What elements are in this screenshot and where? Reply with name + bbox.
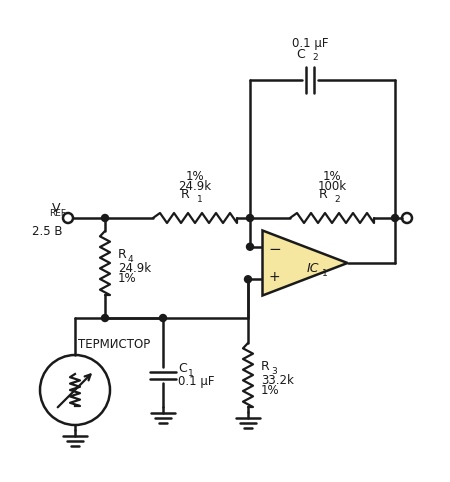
Text: 1: 1 bbox=[188, 369, 194, 377]
Text: 1%: 1% bbox=[118, 272, 137, 285]
Text: 1%: 1% bbox=[323, 170, 341, 183]
Text: R: R bbox=[118, 249, 127, 262]
Text: C: C bbox=[296, 48, 305, 61]
Circle shape bbox=[159, 314, 166, 321]
Circle shape bbox=[102, 214, 108, 222]
Text: 1%: 1% bbox=[186, 170, 204, 183]
Text: V: V bbox=[51, 202, 60, 215]
Text: +: + bbox=[269, 270, 280, 284]
Text: 100k: 100k bbox=[317, 179, 346, 192]
Text: 0.1 μF: 0.1 μF bbox=[178, 375, 215, 388]
Text: ТЕРМИСТОР: ТЕРМИСТОР bbox=[78, 338, 150, 351]
Text: 0.1 μF: 0.1 μF bbox=[292, 38, 328, 51]
Text: C: C bbox=[178, 362, 187, 375]
Text: 1%: 1% bbox=[261, 385, 279, 398]
Text: REF: REF bbox=[49, 209, 66, 218]
Text: 2: 2 bbox=[334, 195, 340, 203]
Circle shape bbox=[392, 214, 399, 222]
Text: −: − bbox=[268, 242, 281, 257]
Text: 33.2k: 33.2k bbox=[261, 374, 294, 387]
Text: 3: 3 bbox=[271, 366, 277, 375]
Circle shape bbox=[247, 243, 253, 250]
Text: R: R bbox=[318, 188, 327, 201]
Text: 4: 4 bbox=[128, 254, 134, 264]
Text: 2: 2 bbox=[312, 54, 318, 63]
Text: 24.9k: 24.9k bbox=[179, 179, 212, 192]
Text: 2.5 В: 2.5 В bbox=[32, 225, 62, 238]
Circle shape bbox=[244, 276, 252, 283]
Text: R: R bbox=[181, 188, 190, 201]
Polygon shape bbox=[262, 230, 347, 295]
Text: 1: 1 bbox=[197, 195, 203, 203]
Text: 1: 1 bbox=[322, 268, 328, 278]
Circle shape bbox=[102, 314, 108, 321]
Circle shape bbox=[247, 214, 253, 222]
Text: R: R bbox=[261, 361, 270, 374]
Text: IC: IC bbox=[307, 262, 319, 275]
Text: 24.9k: 24.9k bbox=[118, 262, 151, 275]
